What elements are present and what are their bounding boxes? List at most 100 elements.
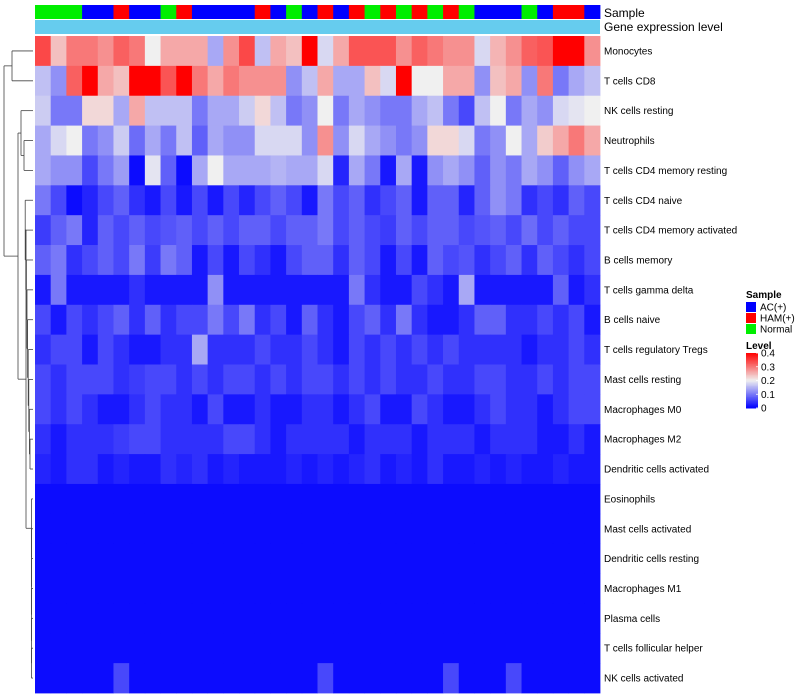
level-legend-gradient bbox=[746, 399, 758, 402]
heatmap-cell bbox=[35, 125, 52, 156]
level-legend-gradient bbox=[746, 355, 758, 358]
heatmap-cell bbox=[270, 274, 287, 306]
heatmap-cell bbox=[270, 95, 287, 126]
heatmap-cell bbox=[552, 155, 570, 186]
heatmap-cell bbox=[82, 364, 99, 395]
heatmap-cell bbox=[490, 36, 507, 67]
heatmap-cell bbox=[552, 364, 570, 395]
heatmap-cell bbox=[537, 95, 554, 126]
level-legend-gradient bbox=[746, 390, 758, 392]
heatmap-cell bbox=[207, 215, 224, 246]
sample-legend-swatch bbox=[746, 313, 756, 323]
heatmap-cell bbox=[113, 424, 130, 455]
level-legend-gradient bbox=[746, 406, 758, 409]
heatmap-cell bbox=[443, 304, 460, 336]
heatmap-cell bbox=[66, 36, 83, 67]
heatmap-cell bbox=[223, 36, 240, 67]
sample-legend-title: Sample bbox=[746, 290, 782, 301]
heatmap-cell bbox=[537, 633, 554, 664]
heatmap-cell bbox=[411, 454, 428, 485]
heatmap-cell bbox=[427, 65, 444, 97]
heatmap-cell bbox=[537, 245, 554, 276]
heatmap-cell bbox=[191, 245, 209, 276]
heatmap-cell bbox=[490, 633, 507, 664]
heatmap-cell bbox=[395, 663, 413, 694]
heatmap-cell bbox=[584, 633, 601, 664]
heatmap-cell bbox=[474, 245, 491, 276]
heatmap-cell bbox=[348, 185, 365, 216]
heatmap-cell bbox=[411, 245, 428, 276]
heatmap-cell bbox=[129, 245, 146, 276]
heatmap-cell bbox=[364, 603, 381, 634]
heatmap-cell bbox=[82, 65, 99, 97]
heatmap-cell bbox=[380, 334, 397, 365]
heatmap-cell bbox=[317, 573, 334, 604]
heatmap-cell bbox=[144, 483, 161, 515]
heatmap-cell bbox=[160, 483, 177, 515]
heatmap-cell bbox=[144, 513, 161, 545]
heatmap-cell bbox=[443, 633, 460, 664]
heatmap-cell bbox=[97, 483, 114, 515]
heatmap-cell bbox=[239, 125, 256, 156]
heatmap-cell bbox=[129, 603, 146, 634]
heatmap-cell bbox=[521, 573, 538, 604]
heatmap-cell bbox=[568, 543, 585, 574]
heatmap-cell bbox=[129, 36, 146, 67]
heatmap-cell bbox=[113, 334, 130, 365]
heatmap-cell bbox=[474, 424, 491, 455]
heatmap-cell bbox=[537, 65, 554, 97]
heatmap-cell bbox=[176, 364, 193, 395]
heatmap-cell bbox=[286, 483, 303, 515]
heatmap-cell bbox=[380, 454, 397, 485]
heatmap-cell bbox=[568, 394, 585, 425]
heatmap-cell bbox=[207, 633, 224, 664]
heatmap-cell bbox=[443, 454, 460, 485]
heatmap-cell bbox=[411, 513, 428, 545]
sample-cell bbox=[113, 5, 130, 19]
heatmap-cell bbox=[301, 125, 318, 156]
sample-cell bbox=[301, 5, 318, 19]
level-legend-gradient bbox=[746, 379, 758, 381]
heatmap-cell bbox=[254, 513, 271, 545]
heatmap-cell bbox=[505, 513, 522, 545]
heatmap-cell bbox=[50, 573, 67, 604]
sample-cell bbox=[207, 5, 224, 19]
heatmap-cell bbox=[333, 543, 350, 574]
heatmap-cell bbox=[191, 215, 209, 246]
heatmap-cell bbox=[97, 663, 114, 694]
heatmap-cell bbox=[35, 394, 52, 425]
sample-cell bbox=[364, 5, 381, 19]
heatmap-cell bbox=[113, 36, 130, 67]
heatmap-cell bbox=[317, 364, 334, 395]
heatmap-cell bbox=[144, 36, 161, 67]
heatmap-cell bbox=[584, 304, 601, 336]
heatmap-cell bbox=[411, 274, 428, 306]
heatmap-cell bbox=[270, 364, 287, 395]
heatmap-cell bbox=[458, 483, 475, 515]
heatmap-cell bbox=[254, 483, 271, 515]
heatmap-cell bbox=[191, 573, 209, 604]
heatmap-cell bbox=[411, 424, 428, 455]
heatmap-cell bbox=[411, 633, 428, 664]
heatmap-cell bbox=[443, 245, 460, 276]
heatmap-cell bbox=[113, 633, 130, 664]
sample-legend-swatch bbox=[746, 302, 756, 312]
heatmap-cell bbox=[474, 454, 491, 485]
heatmap-cell bbox=[82, 215, 99, 246]
heatmap-cell bbox=[443, 334, 460, 365]
heatmap-cell bbox=[254, 394, 271, 425]
heatmap-cell bbox=[427, 603, 444, 634]
heatmap-cell bbox=[223, 663, 240, 694]
heatmap-cell bbox=[254, 185, 271, 216]
heatmap-cell bbox=[129, 95, 146, 126]
heatmap-cell bbox=[254, 155, 271, 186]
heatmap-cell bbox=[380, 513, 397, 545]
heatmap-cell bbox=[317, 125, 334, 156]
heatmap-cell bbox=[317, 633, 334, 664]
heatmap-cell bbox=[270, 215, 287, 246]
heatmap-cell bbox=[129, 633, 146, 664]
heatmap-cell bbox=[458, 364, 475, 395]
heatmap-cell bbox=[317, 95, 334, 126]
heatmap-cell bbox=[113, 245, 130, 276]
heatmap-cell bbox=[427, 454, 444, 485]
